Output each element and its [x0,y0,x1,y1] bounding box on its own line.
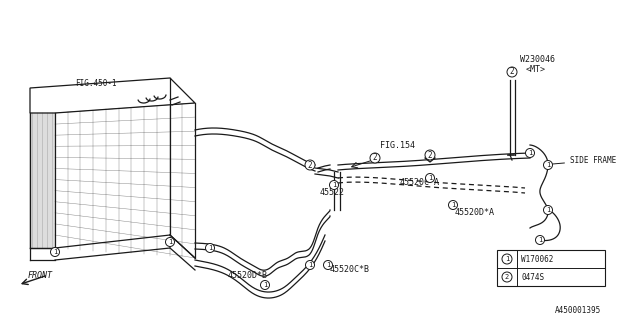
Text: 2: 2 [505,274,509,280]
Circle shape [543,205,552,214]
Circle shape [370,153,380,163]
Circle shape [425,150,435,160]
Bar [497,250,605,286]
Circle shape [426,173,435,182]
Circle shape [525,148,534,157]
Text: 45522: 45522 [320,188,345,197]
Circle shape [330,180,339,189]
Text: SIDE FRAME: SIDE FRAME [545,156,616,166]
Circle shape [323,260,333,269]
Text: 1: 1 [208,245,212,251]
Text: 45520C*A: 45520C*A [400,178,440,187]
Text: 45520D*A: 45520D*A [455,208,495,217]
Text: FIG.450-1: FIG.450-1 [75,79,116,88]
Text: 45520D*B: 45520D*B [228,271,268,280]
Text: 2: 2 [308,161,312,170]
Text: 1: 1 [528,150,532,156]
Text: W170062: W170062 [521,254,554,263]
Text: 1: 1 [546,207,550,213]
Text: 1: 1 [451,202,455,208]
Circle shape [502,272,512,282]
Circle shape [305,260,314,269]
Text: 1: 1 [308,262,312,268]
Text: 1: 1 [263,282,267,288]
Text: 0474S: 0474S [521,273,544,282]
Circle shape [536,236,545,244]
Text: W230046: W230046 [520,55,555,64]
Text: 1: 1 [505,256,509,262]
Circle shape [205,244,214,252]
Text: 1: 1 [332,182,336,188]
Text: 1: 1 [326,262,330,268]
Circle shape [260,281,269,290]
Text: A450001395: A450001395 [555,306,601,315]
Text: 2: 2 [428,150,432,159]
Text: 1: 1 [168,239,172,245]
Text: FIG.154: FIG.154 [380,141,415,150]
Circle shape [449,201,458,210]
Circle shape [543,161,552,170]
Text: 1: 1 [428,175,432,181]
Circle shape [507,67,517,77]
Text: 1: 1 [538,237,542,243]
Circle shape [502,254,512,264]
Text: FRONT: FRONT [28,271,53,280]
Text: <MT>: <MT> [526,65,546,74]
Circle shape [305,160,315,170]
Text: 2: 2 [509,68,515,76]
Text: 1: 1 [53,249,57,255]
Text: 1: 1 [546,162,550,168]
Circle shape [51,247,60,257]
Circle shape [166,237,175,246]
Text: 2: 2 [372,154,378,163]
Text: 45520C*B: 45520C*B [330,265,370,274]
